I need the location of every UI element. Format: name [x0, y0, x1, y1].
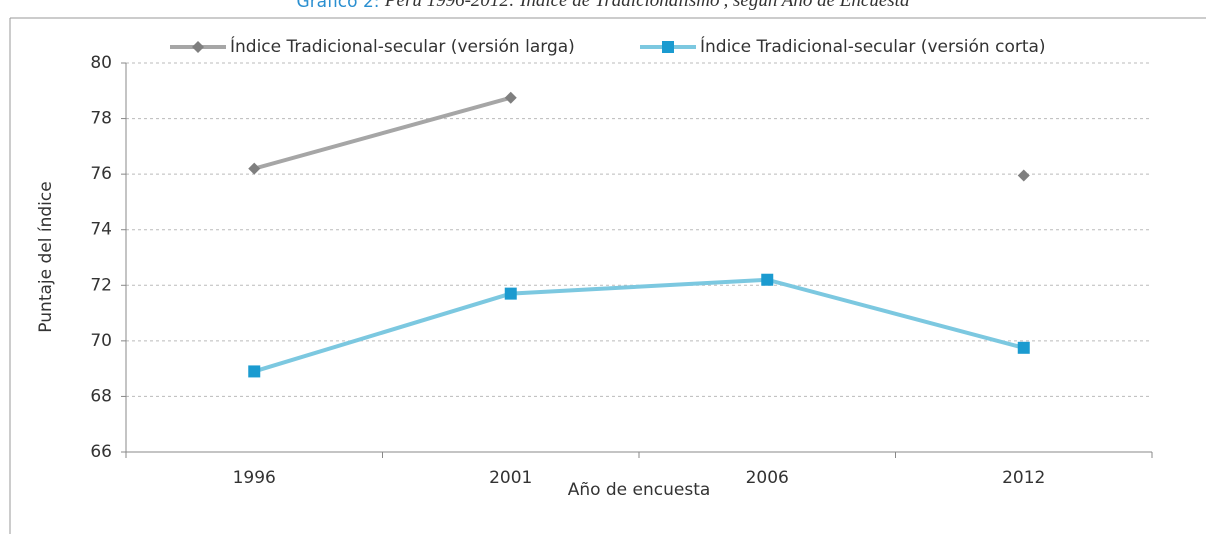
data-point [248, 162, 261, 175]
y-tick-label: 70 [90, 331, 112, 351]
y-tick-label: 66 [90, 442, 112, 462]
y-tick-label: 74 [90, 220, 112, 240]
legend-marker [192, 41, 204, 53]
y-tick-label: 78 [90, 109, 112, 129]
x-tick-label: 2001 [489, 468, 532, 488]
data-point [761, 273, 774, 286]
series-line [254, 98, 1024, 176]
y-axis-label: Puntaje del índice [36, 181, 56, 332]
data-point [1017, 341, 1030, 354]
data-point [504, 91, 517, 104]
y-tick-label: 72 [90, 275, 112, 295]
y-tick-label: 68 [90, 386, 112, 406]
x-tick-label: 2006 [746, 468, 789, 488]
y-tick-label: 80 [90, 53, 112, 73]
x-tick-label: 2012 [1002, 468, 1045, 488]
legend-label: Índice Tradicional-secular (versión larg… [230, 35, 575, 57]
x-tick-label: 1996 [233, 468, 276, 488]
series-line [253, 277, 1025, 374]
chart-title: Gráfico 2: Perú 1996-2012: Índice de Tra… [297, 0, 910, 12]
title-text: Perú 1996-2012: Índice de Tradicionalism… [384, 0, 910, 11]
x-axis-label: Año de encuesta [568, 480, 711, 500]
data-point [248, 365, 261, 378]
legend-label: Índice Tradicional-secular (versión cort… [700, 35, 1046, 57]
title-label: Gráfico 2: [297, 0, 380, 12]
data-point [504, 287, 517, 300]
data-point [1017, 169, 1030, 182]
legend-marker [662, 41, 674, 53]
y-tick-label: 76 [90, 164, 112, 184]
